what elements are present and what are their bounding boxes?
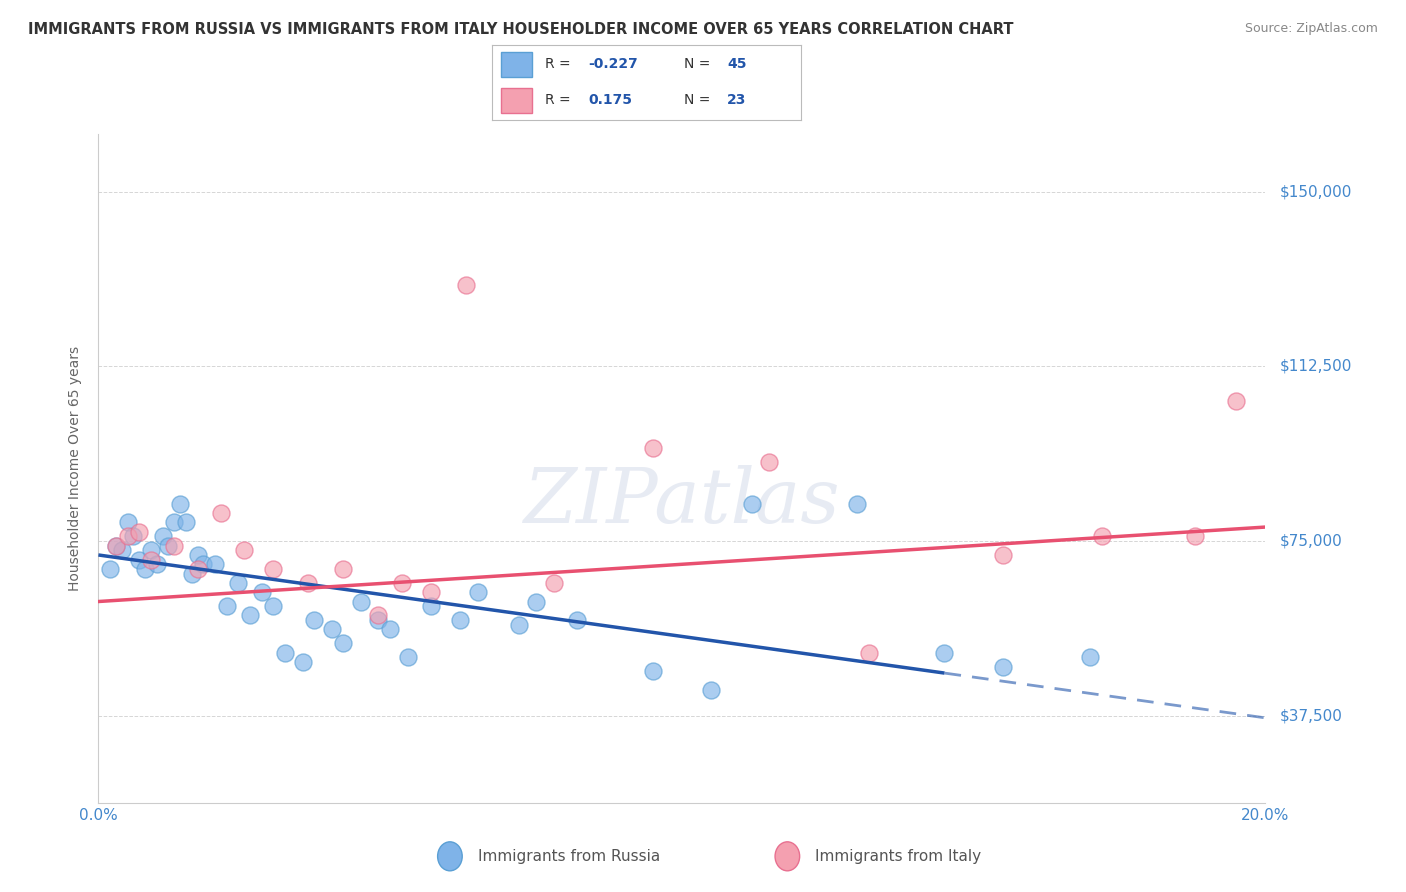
Point <box>163 516 186 530</box>
Point <box>187 562 209 576</box>
Text: Source: ZipAtlas.com: Source: ZipAtlas.com <box>1244 22 1378 36</box>
Point <box>741 497 763 511</box>
Point <box>187 548 209 562</box>
Point <box>291 655 314 669</box>
Point <box>128 524 150 539</box>
Point <box>139 543 162 558</box>
Point <box>641 665 664 679</box>
Point <box>180 566 202 581</box>
Text: Immigrants from Russia: Immigrants from Russia <box>478 849 661 863</box>
Text: R =: R = <box>544 57 575 71</box>
Text: $75,000: $75,000 <box>1279 533 1343 549</box>
FancyBboxPatch shape <box>502 87 533 112</box>
Ellipse shape <box>437 842 463 871</box>
Point <box>321 623 343 637</box>
Ellipse shape <box>775 842 800 871</box>
Point <box>104 539 127 553</box>
Point <box>991 659 1014 673</box>
Point <box>391 575 413 590</box>
Point <box>378 623 402 637</box>
Point <box>193 558 215 572</box>
Text: $112,500: $112,500 <box>1279 359 1351 374</box>
Text: N =: N = <box>683 93 714 107</box>
Point <box>209 506 232 520</box>
Point <box>700 682 723 697</box>
Point <box>163 539 186 553</box>
Point <box>858 646 880 660</box>
Text: R =: R = <box>544 93 575 107</box>
Point <box>332 562 354 576</box>
Point <box>169 497 191 511</box>
Point <box>1080 650 1102 665</box>
Point <box>420 599 443 614</box>
Text: -0.227: -0.227 <box>588 57 638 71</box>
Point <box>262 562 284 576</box>
Point <box>134 562 156 576</box>
Point <box>111 543 134 558</box>
Point <box>449 613 471 627</box>
Point <box>215 599 238 614</box>
Point <box>396 650 419 665</box>
Point <box>233 543 256 558</box>
Point <box>146 558 169 572</box>
Point <box>104 539 127 553</box>
Point <box>304 613 326 627</box>
Point <box>543 575 565 590</box>
Point <box>934 646 956 660</box>
Point <box>274 646 297 660</box>
Point <box>152 529 174 543</box>
Point <box>845 497 868 511</box>
Point <box>420 585 443 599</box>
Text: 0.175: 0.175 <box>588 93 631 107</box>
Point <box>128 552 150 566</box>
Point <box>228 575 250 590</box>
Point <box>1225 394 1247 409</box>
Text: Immigrants from Italy: Immigrants from Italy <box>815 849 981 863</box>
Point <box>117 529 139 543</box>
Point <box>508 617 530 632</box>
Point <box>122 529 145 543</box>
Text: ZIPatlas: ZIPatlas <box>523 465 841 539</box>
Text: N =: N = <box>683 57 714 71</box>
Point <box>758 455 780 469</box>
FancyBboxPatch shape <box>502 52 533 78</box>
Point <box>117 516 139 530</box>
Point <box>250 585 273 599</box>
Point <box>139 552 162 566</box>
Text: $37,500: $37,500 <box>1279 708 1343 723</box>
Point <box>350 594 373 608</box>
Y-axis label: Householder Income Over 65 years: Householder Income Over 65 years <box>69 346 83 591</box>
Point <box>454 278 477 293</box>
Point <box>157 539 180 553</box>
Point <box>1091 529 1114 543</box>
Point <box>174 516 197 530</box>
Point <box>204 558 226 572</box>
Text: $150,000: $150,000 <box>1279 185 1351 200</box>
Point <box>367 608 389 623</box>
Point <box>565 613 588 627</box>
Point <box>367 613 389 627</box>
Text: 23: 23 <box>727 93 747 107</box>
Point <box>991 548 1014 562</box>
Point <box>98 562 121 576</box>
Point <box>524 594 547 608</box>
Point <box>641 441 664 455</box>
Point <box>467 585 489 599</box>
Point <box>262 599 284 614</box>
Point <box>239 608 262 623</box>
Point <box>1184 529 1206 543</box>
Text: 45: 45 <box>727 57 747 71</box>
Point <box>332 636 354 650</box>
Point <box>297 575 319 590</box>
Text: IMMIGRANTS FROM RUSSIA VS IMMIGRANTS FROM ITALY HOUSEHOLDER INCOME OVER 65 YEARS: IMMIGRANTS FROM RUSSIA VS IMMIGRANTS FRO… <box>28 22 1014 37</box>
